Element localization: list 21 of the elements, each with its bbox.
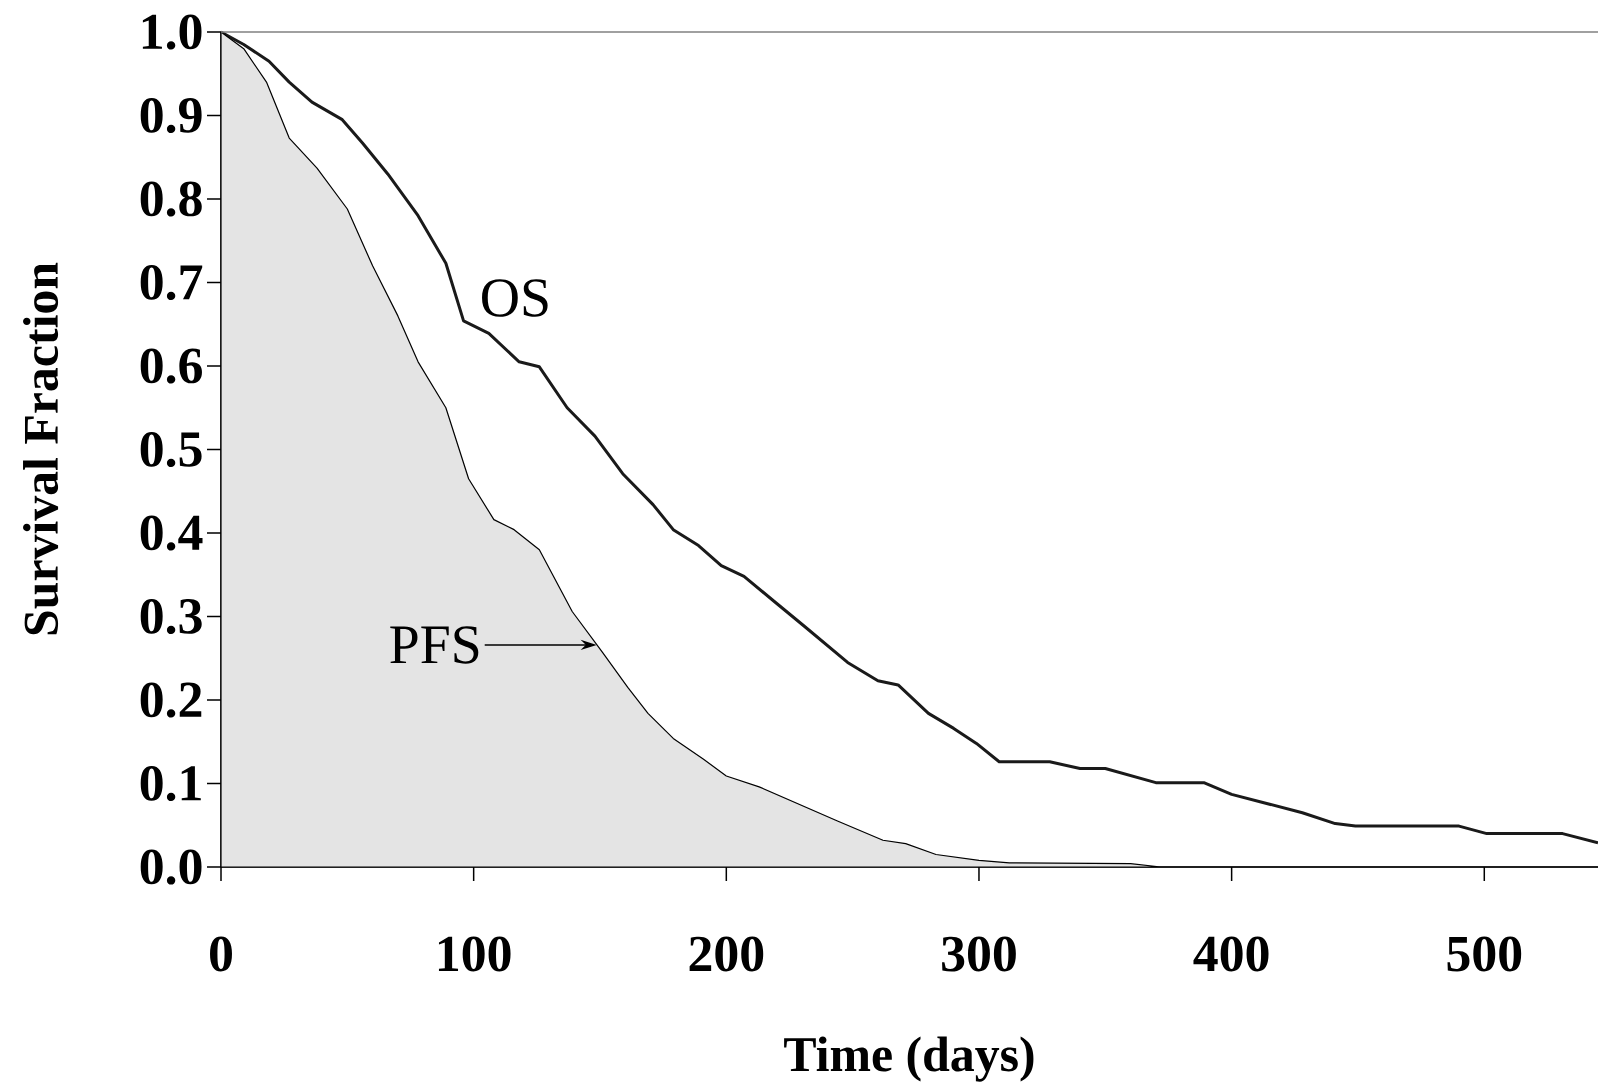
y-axis-title: Survival Fraction <box>23 262 59 635</box>
x-tick-label: 0 <box>210 936 232 972</box>
x-tick-label: 300 <box>942 936 1016 972</box>
y-tick-label: 1.0 <box>142 14 202 50</box>
x-tick-label: 100 <box>438 936 511 972</box>
x-tick-label: 500 <box>1447 936 1522 972</box>
y-tick-label: 0.7 <box>140 264 203 301</box>
y-tick-label: 0.1 <box>140 765 201 802</box>
y-tick-label: 0.2 <box>140 682 202 718</box>
annotation: PFS <box>390 626 479 664</box>
series-label: OS <box>482 279 548 317</box>
y-tick-label: 0.6 <box>140 348 202 384</box>
y-tick-label: 0.8 <box>140 181 202 217</box>
x-axis-title: Time (days) <box>784 1036 1034 1082</box>
x-tick-label: 200 <box>689 936 764 972</box>
y-tick-label: 0.9 <box>140 97 202 134</box>
y-tick-label: 0.0 <box>140 849 202 885</box>
y-tick-label: 0.3 <box>140 598 202 635</box>
y-tick-label: 0.4 <box>140 515 203 551</box>
y-tick-label: 0.5 <box>140 431 202 468</box>
x-tick-label: 400 <box>1193 936 1269 972</box>
